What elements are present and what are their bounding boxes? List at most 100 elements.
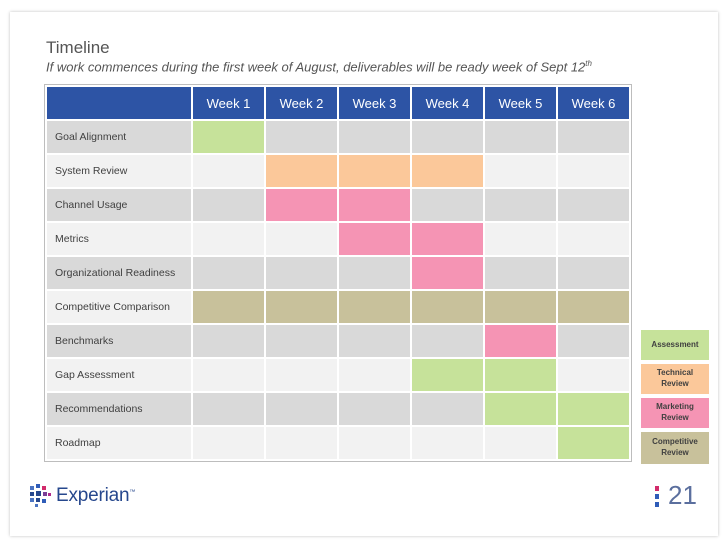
legend-label: Competitive Review	[652, 437, 698, 459]
gantt-bar-cell	[485, 291, 556, 323]
gantt-empty-cell	[339, 325, 410, 357]
gantt-empty-cell	[193, 257, 264, 289]
gantt-empty-cell	[266, 427, 337, 459]
gantt-bar-cell	[412, 155, 483, 187]
gantt-row: Recommendations	[47, 393, 629, 425]
legend-label-line1: Competitive	[652, 437, 698, 447]
gantt-empty-cell	[412, 121, 483, 153]
experian-logo-text: Experian™	[56, 485, 135, 507]
gantt-bar-cell	[339, 291, 410, 323]
week-header-1: Week 1	[193, 87, 264, 119]
experian-logo: Experian™	[30, 484, 135, 508]
gantt-bar-cell	[558, 291, 629, 323]
gantt-empty-cell	[339, 257, 410, 289]
gantt-row: Benchmarks	[47, 325, 629, 357]
gantt-empty-cell	[193, 155, 264, 187]
gantt-bar-cell	[339, 223, 410, 255]
gantt-bar-cell	[339, 155, 410, 187]
task-label: Goal Alignment	[47, 121, 191, 153]
gantt-empty-cell	[558, 155, 629, 187]
gantt-body: Goal Alignment System Review Channel Usage…	[47, 121, 629, 459]
gantt-empty-cell	[266, 359, 337, 391]
legend-item-green: Assessment	[641, 330, 709, 360]
gantt-empty-cell	[339, 427, 410, 459]
week-header-3: Week 3	[339, 87, 410, 119]
gantt-row: System Review	[47, 155, 629, 187]
week-header-4: Week 4	[412, 87, 483, 119]
gantt-bar-cell	[558, 427, 629, 459]
week-header-5: Week 5	[485, 87, 556, 119]
legend-item-pink: Marketing Review	[641, 398, 709, 428]
gantt-empty-cell	[266, 325, 337, 357]
gantt-empty-cell	[558, 359, 629, 391]
gantt-bar-cell	[412, 359, 483, 391]
task-label: System Review	[47, 155, 191, 187]
legend-label-line2: Review	[661, 379, 689, 388]
gantt-empty-cell	[558, 223, 629, 255]
gantt-bar-cell	[485, 359, 556, 391]
task-label: Gap Assessment	[47, 359, 191, 391]
gantt-empty-cell	[485, 257, 556, 289]
gantt-empty-cell	[558, 121, 629, 153]
gantt-bar-cell	[266, 155, 337, 187]
legend-item-khaki: Competitive Review	[641, 432, 709, 464]
gantt-header-corner	[47, 87, 191, 119]
gantt-empty-cell	[193, 359, 264, 391]
subtitle-superscript: th	[585, 59, 592, 68]
slide-title: Timeline	[46, 38, 110, 57]
gantt-empty-cell	[193, 325, 264, 357]
gantt-empty-cell	[339, 121, 410, 153]
legend-label-line1: Assessment	[651, 339, 699, 349]
gantt-empty-cell	[558, 325, 629, 357]
gantt-bar-cell	[266, 291, 337, 323]
logo-trademark: ™	[129, 489, 136, 496]
slide-subtitle: If work commences during the first week …	[46, 59, 592, 74]
legend-label: Marketing Review	[656, 402, 694, 424]
task-label: Benchmarks	[47, 325, 191, 357]
gantt-bar-cell	[339, 189, 410, 221]
week-header-6: Week 6	[558, 87, 629, 119]
legend-label-line2: Review	[661, 413, 689, 422]
legend-label-line1: Marketing	[656, 402, 694, 412]
gantt-empty-cell	[412, 393, 483, 425]
timeline-gantt-table: Week 1 Week 2 Week 3 Week 4 Week 5 Week …	[44, 84, 632, 462]
gantt-empty-cell	[485, 155, 556, 187]
gantt-empty-cell	[339, 359, 410, 391]
gantt-bar-cell	[485, 325, 556, 357]
week-header-2: Week 2	[266, 87, 337, 119]
gantt-empty-cell	[412, 427, 483, 459]
gantt-empty-cell	[266, 121, 337, 153]
gantt-bar-cell	[266, 189, 337, 221]
task-label: Roadmap	[47, 427, 191, 459]
task-label: Metrics	[47, 223, 191, 255]
gantt-empty-cell	[558, 257, 629, 289]
gantt-empty-cell	[412, 189, 483, 221]
gantt-empty-cell	[485, 121, 556, 153]
gantt-row: Gap Assessment	[47, 359, 629, 391]
gantt-row: Goal Alignment	[47, 121, 629, 153]
gantt-row: Organizational Readiness	[47, 257, 629, 289]
gantt-bar-cell	[485, 393, 556, 425]
gantt-empty-cell	[485, 223, 556, 255]
gantt-row: Metrics	[47, 223, 629, 255]
legend-item-orange: Technical Review	[641, 364, 709, 394]
gantt-bar-cell	[412, 223, 483, 255]
gantt-row: Channel Usage	[47, 189, 629, 221]
subtitle-text: If work commences during the first week …	[46, 59, 586, 75]
experian-logo-icon	[30, 484, 51, 507]
gantt-empty-cell	[193, 223, 264, 255]
gantt-empty-cell	[485, 189, 556, 221]
page-number-dots-icon	[655, 486, 659, 507]
legend-label-line1: Technical	[656, 368, 694, 378]
gantt-empty-cell	[266, 393, 337, 425]
task-label: Channel Usage	[47, 189, 191, 221]
legend-label: Assessment	[651, 340, 698, 351]
gantt-bar-cell	[193, 291, 264, 323]
gantt-header-row: Week 1 Week 2 Week 3 Week 4 Week 5 Week …	[47, 87, 629, 119]
gantt-empty-cell	[193, 393, 264, 425]
page-number: 21	[668, 480, 697, 510]
logo-wordmark: Experian	[56, 485, 130, 506]
task-label: Recommendations	[47, 393, 191, 425]
gantt-empty-cell	[485, 427, 556, 459]
gantt-row: Roadmap	[47, 427, 629, 459]
